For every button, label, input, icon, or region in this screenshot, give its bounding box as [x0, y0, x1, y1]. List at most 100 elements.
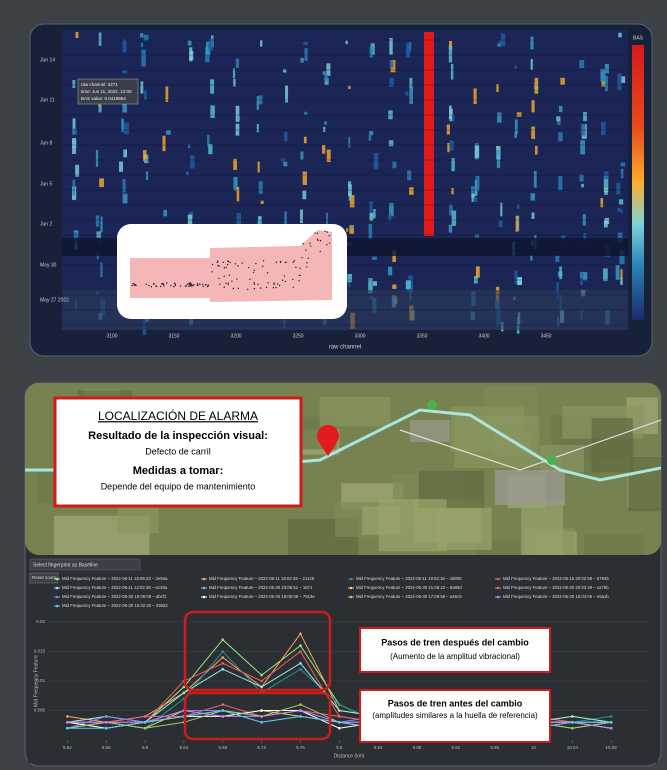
- heat-cell: [530, 36, 534, 50]
- data-point: [104, 721, 108, 724]
- inset-dot: [135, 284, 137, 287]
- legend-marker: [349, 586, 353, 590]
- heat-cell: [348, 184, 352, 197]
- heat-cell: [618, 199, 624, 205]
- inset-dot: [314, 232, 316, 234]
- inset-dot: [283, 275, 286, 277]
- heat-cell: [517, 277, 522, 285]
- data-point: [260, 679, 263, 683]
- inset-dot: [316, 238, 319, 241]
- data-point: [260, 673, 263, 677]
- heat-cell: [122, 178, 126, 193]
- heat-cell: [556, 116, 561, 122]
- heat-cell: [531, 126, 536, 139]
- heat-cell: [144, 90, 147, 101]
- heat-cell: [190, 155, 195, 169]
- heat-cell: [514, 270, 518, 285]
- heat-cell: [236, 212, 242, 225]
- inset-dot: [306, 266, 308, 268]
- heat-cell: [99, 178, 104, 187]
- inset-dot: [265, 286, 268, 289]
- inset-band: [210, 230, 332, 302]
- heat-cell: [207, 134, 210, 147]
- heat-cell: [604, 63, 609, 74]
- inset-dot: [218, 265, 220, 267]
- inset-dot: [284, 280, 287, 283]
- heat-cell: [324, 121, 327, 125]
- inset-dot: [185, 285, 188, 287]
- heat-cell: [282, 69, 287, 73]
- inset-dot: [326, 231, 329, 233]
- inset-dot: [325, 219, 327, 221]
- heat-cell: [408, 41, 412, 52]
- heat-cell: [604, 187, 608, 195]
- heat-cell: [122, 103, 128, 113]
- alarm-pin-tip: [320, 444, 336, 456]
- data-point: [221, 715, 225, 718]
- data-point: [182, 685, 186, 689]
- heat-cell: [531, 212, 535, 219]
- x-tick-label: 9.72: [257, 745, 266, 750]
- inset-dot: [207, 284, 210, 286]
- baseline-dropdown[interactable]: [29, 558, 141, 571]
- legend-label: Mid Frequency Feature – 2022-05-30 17:09…: [356, 594, 462, 599]
- reset-zoom-button[interactable]: [29, 572, 59, 584]
- inset-dot: [188, 283, 190, 286]
- inset-dot: [266, 272, 269, 274]
- x-tick-label: 9.56: [102, 745, 111, 750]
- data-point: [221, 667, 225, 671]
- heat-cell: [187, 144, 191, 149]
- heat-cell: [347, 181, 352, 187]
- legend-label: Mid Frequency Feature – 2022-05-30 21:06…: [356, 585, 462, 590]
- heat-cell: [407, 170, 412, 181]
- heat-cell: [303, 41, 309, 45]
- legend-marker: [349, 595, 353, 599]
- heat-cell: [618, 32, 622, 38]
- inset-dot: [166, 282, 168, 284]
- heat-cell: [579, 59, 585, 69]
- inset-dot: [249, 278, 251, 280]
- heat-cell: [258, 181, 263, 194]
- heat-cell: [500, 202, 503, 217]
- heat-cell: [579, 174, 584, 182]
- inset-dot: [223, 275, 225, 278]
- inset-dot: [163, 285, 165, 287]
- heat-cell: [368, 134, 372, 141]
- inset-dot: [307, 257, 309, 259]
- heat-cell: [373, 152, 379, 170]
- heat-cell: [350, 225, 354, 229]
- inset-dot: [281, 279, 284, 281]
- alarm-result: Defecto de carril: [145, 446, 211, 456]
- colorbar: [632, 45, 644, 320]
- inset-dot: [184, 285, 187, 287]
- heat-cell: [558, 132, 563, 142]
- heat-cell: [95, 149, 99, 167]
- heat-cell: [497, 112, 502, 123]
- x-tick-label: 3350: [416, 333, 427, 339]
- inset-dot: [145, 283, 147, 285]
- heat-cell: [473, 88, 477, 105]
- x-tick-label: 9.88: [413, 745, 422, 750]
- heat-cell: [389, 60, 394, 68]
- heat-cell: [601, 122, 606, 136]
- heat-cell: [368, 278, 373, 294]
- data-point: [337, 726, 341, 730]
- inset-dot: [324, 230, 326, 233]
- data-point: [143, 715, 147, 718]
- heat-cell: [534, 77, 539, 94]
- heat-cell: [515, 215, 518, 232]
- heat-cell: [451, 114, 455, 122]
- inset-dot: [225, 282, 227, 284]
- x-tick-label: 10.08: [606, 745, 618, 750]
- legend-label: Mid Frequency Feature – 2022-06-11 18:02…: [209, 576, 315, 581]
- heat-cell: [559, 266, 562, 280]
- heat-cell: [369, 212, 374, 221]
- data-point: [337, 709, 341, 712]
- heat-cell: [471, 193, 475, 202]
- inset-dot: [148, 284, 150, 287]
- heat-cell: [304, 111, 308, 115]
- x-axis-label: Distance (km): [334, 753, 365, 759]
- y-axis-label: Mid Frequency Feature: [33, 655, 39, 707]
- heat-cell: [619, 249, 625, 265]
- inset-dot: [204, 284, 207, 286]
